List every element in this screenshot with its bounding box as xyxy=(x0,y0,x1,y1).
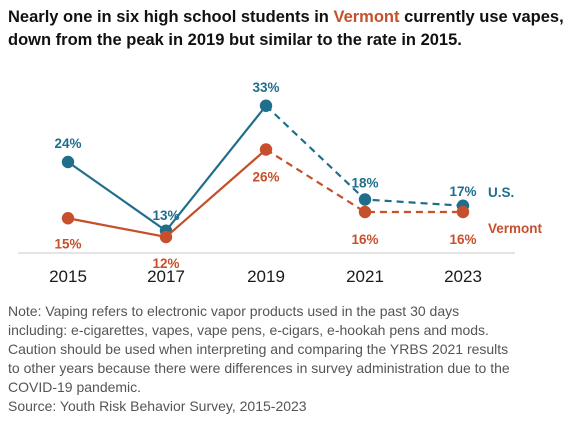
data-label-us: 18% xyxy=(351,176,378,191)
series-dashed-line-vermont xyxy=(265,148,463,214)
title-highlight-vermont: Vermont xyxy=(333,8,400,26)
chart-note: Note: Vaping refers to electronic vapor … xyxy=(8,302,564,416)
data-label-us: 33% xyxy=(252,80,279,95)
series-dashed-line-us xyxy=(265,104,464,207)
note-line: including: e-cigarettes, vapes, vape pen… xyxy=(8,322,489,338)
data-point-vermont xyxy=(159,230,173,244)
data-point-vermont xyxy=(61,212,75,225)
note-line: Note: Vaping refers to electronic vapor … xyxy=(8,303,460,319)
x-tick-label: 2017 xyxy=(147,267,185,286)
data-point-us xyxy=(61,155,75,169)
data-point-us xyxy=(259,99,273,112)
x-tick-label: 2021 xyxy=(346,267,384,286)
data-label-vermont: 16% xyxy=(351,232,378,247)
data-label-vermont: 26% xyxy=(252,170,279,185)
data-label-us: 13% xyxy=(152,208,179,223)
series-name-us: U.S. xyxy=(488,185,514,200)
x-tick-label: 2015 xyxy=(49,267,87,286)
line-chart: 2015 2017 2019 2021 2023 24% 13% 33% 18% 17% U.S. 1… xyxy=(18,80,543,286)
data-label-us: 17% xyxy=(449,184,476,199)
source-line: Source: Youth Risk Behavior Survey, 2015… xyxy=(8,398,307,414)
data-point-vermont xyxy=(456,205,470,219)
x-tick-label: 2023 xyxy=(444,267,482,286)
series-name-vermont: Vermont xyxy=(488,221,543,236)
data-point-vermont xyxy=(358,205,372,219)
data-point-vermont xyxy=(259,143,273,156)
data-label-vermont: 16% xyxy=(449,232,476,247)
title-text-before: Nearly one in six high school students i… xyxy=(8,8,334,26)
data-label-us: 24% xyxy=(54,136,81,151)
chart-title: Nearly one in six high school students i… xyxy=(8,6,564,52)
note-line: COVID-19 pandemic. xyxy=(8,379,142,395)
note-line: to other years because there were differ… xyxy=(8,360,510,376)
series-line-vermont xyxy=(67,148,267,239)
x-tick-label: 2019 xyxy=(247,267,285,286)
title-text-after: currently use vapes, down from the peak … xyxy=(8,8,564,49)
note-line: Caution should be used when interpreting… xyxy=(8,341,509,357)
data-label-vermont: 12% xyxy=(152,256,179,271)
data-label-vermont: 15% xyxy=(54,236,81,251)
data-point-us xyxy=(358,193,372,206)
